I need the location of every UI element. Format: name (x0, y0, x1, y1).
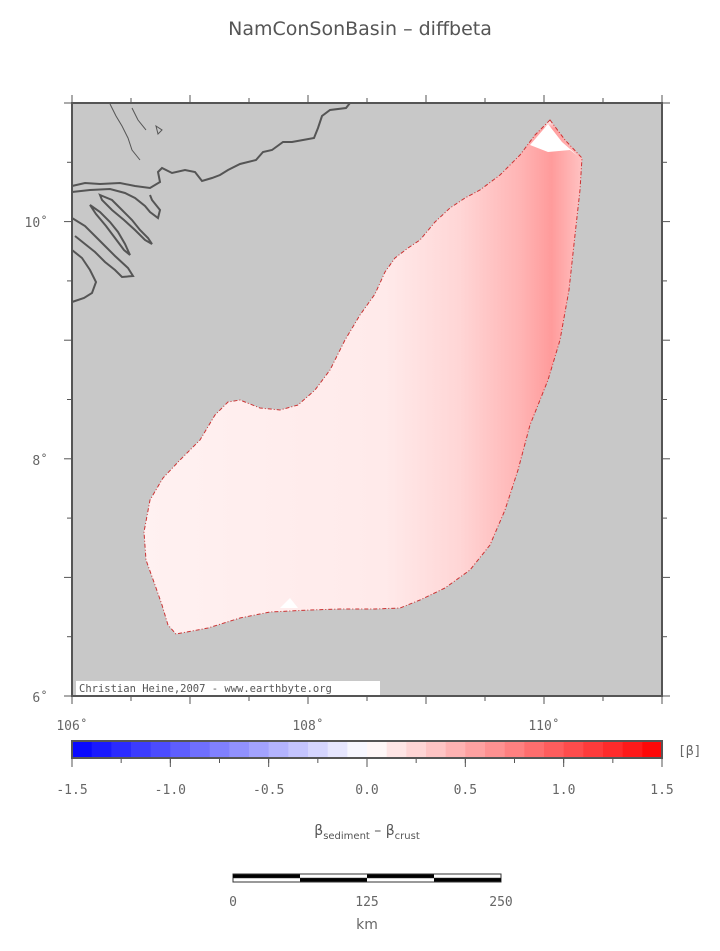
colorbar-swatch (524, 741, 545, 758)
map-ticks (64, 95, 670, 704)
credit-box: Christian Heine,2007 - www.earthbyte.org (76, 681, 380, 695)
colorbar-swatch (386, 741, 407, 758)
colorbar-swatch (544, 741, 565, 758)
colorbar-swatch (308, 741, 329, 758)
basin-outline (143, 119, 583, 635)
colorbar-tick-label: -0.5 (253, 783, 284, 798)
colorbar-swatch (426, 741, 447, 758)
scalebar-label-250: 250 (489, 895, 512, 910)
diffbeta-field (143, 119, 583, 635)
colorbar-swatch (190, 741, 211, 758)
colorbar-swatch (485, 741, 506, 758)
colorbar-swatch (367, 741, 388, 758)
colorbar-tick-label: -1.0 (155, 783, 186, 798)
colorbar-swatch (622, 741, 643, 758)
colorbar-swatch (288, 741, 309, 758)
colorbar-swatch (249, 741, 270, 758)
lat-labels: 10˚ 8˚ 6˚ (25, 215, 48, 706)
scalebar-segment (233, 874, 300, 878)
colorbar-swatch (72, 741, 93, 758)
map-title: NamConSonBasin – diffbeta (228, 18, 492, 40)
colorbar-swatch (111, 741, 132, 758)
colorbar-swatch (229, 741, 250, 758)
colorbar-swatch (406, 741, 427, 758)
colorbar-tick-label: 1.0 (552, 783, 575, 798)
colorbar-tick-label: 1.5 (650, 783, 673, 798)
colorbar-swatch (268, 741, 289, 758)
colorbar-swatch (445, 741, 466, 758)
colorbar-swatch (347, 741, 368, 758)
colorbar-swatch (583, 741, 604, 758)
colorbar-tick-label: -1.5 (56, 783, 87, 798)
lat-label-8: 8˚ (32, 453, 48, 469)
colorbar-swatch (327, 741, 348, 758)
scalebar-unit: km (356, 917, 378, 933)
colorbar-swatch (131, 741, 152, 758)
colorbar-swatch (504, 741, 525, 758)
scalebar-segment (434, 878, 501, 882)
colorbar (72, 741, 663, 758)
lon-labels: 106˚ 108˚ 110˚ (56, 718, 559, 734)
colorbar-ticks (71, 758, 663, 767)
coastline (71, 102, 351, 303)
colorbar-unit: [β] (678, 744, 701, 759)
scalebar-segment (300, 878, 367, 882)
colorbar-swatch (642, 741, 663, 758)
credit-text: Christian Heine,2007 - www.earthbyte.org (79, 683, 332, 695)
scalebar-label-125: 125 (355, 895, 378, 910)
colorbar-swatch (603, 741, 624, 758)
scalebar: 0 125 250 km (229, 873, 513, 933)
lon-label-106: 106˚ (56, 718, 87, 734)
lon-label-110: 110˚ (528, 718, 559, 734)
colorbar-swatch (563, 741, 584, 758)
colorbar-swatch (465, 741, 486, 758)
scalebar-label-0: 0 (229, 895, 237, 910)
colorbar-swatch (91, 741, 112, 758)
lat-label-10: 10˚ (25, 215, 48, 231)
colorbar-tick-label: 0.5 (454, 783, 477, 798)
colorbar-label: βsediment – βcrust (314, 823, 420, 842)
scalebar-segment (367, 874, 434, 878)
colorbar-tick-label: 0.0 (355, 783, 378, 798)
lat-label-6: 6˚ (32, 690, 48, 706)
colorbar-swatch (170, 741, 191, 758)
colorbar-tick-labels: -1.5 -1.0 -0.5 0.0 0.5 1.0 1.5 (56, 783, 673, 798)
colorbar-swatch (209, 741, 230, 758)
lon-label-108: 108˚ (292, 718, 323, 734)
colorbar-swatch (150, 741, 171, 758)
